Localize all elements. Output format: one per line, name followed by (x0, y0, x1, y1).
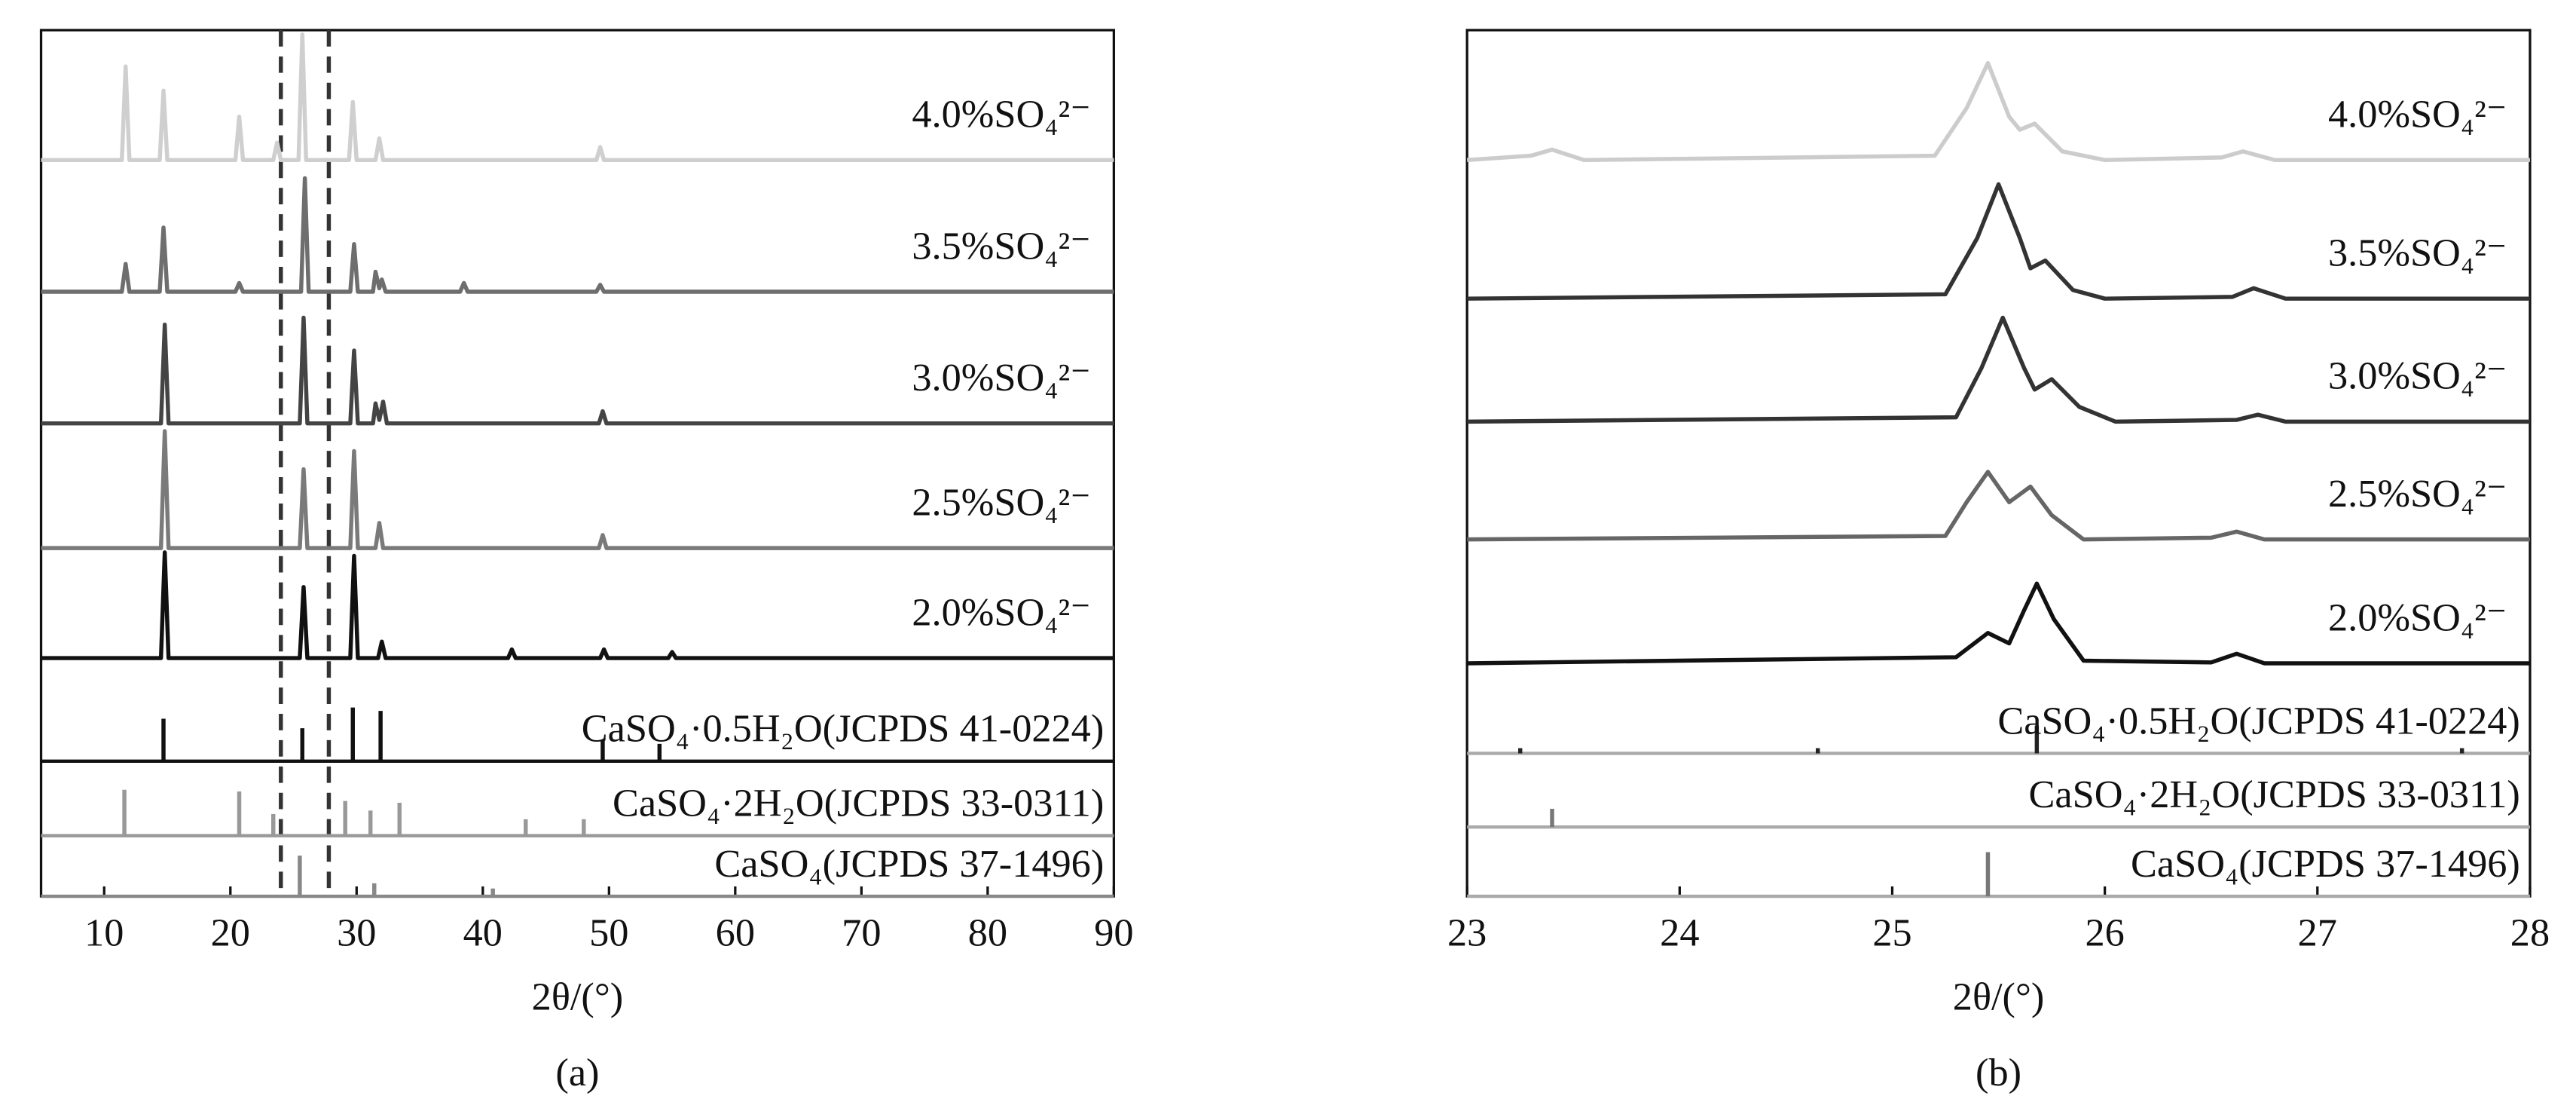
pattern-line (41, 315, 1114, 426)
x-tick-label: 60 (716, 911, 755, 954)
x-axis-label: 2θ/(°) (1953, 975, 2045, 1019)
pattern-line (1467, 581, 2530, 666)
x-tick-label: 26 (2085, 911, 2124, 954)
pattern-label: 3.0%SO₄²⁻ (2328, 354, 2507, 398)
x-tick-label: 70 (842, 911, 881, 954)
pattern-label: 2.5%SO₄²⁻ (912, 481, 1090, 525)
panel-label: (a) (555, 1051, 599, 1094)
x-tick-label: 40 (463, 911, 503, 954)
pattern-label: 3.0%SO₄²⁻ (912, 356, 1090, 399)
reference-label: CaSO₄(JCPDS 37-1496) (714, 842, 1104, 886)
x-tick-label: 20 (211, 911, 250, 954)
pattern-line (41, 550, 1114, 660)
pattern-line (1467, 470, 2530, 542)
x-tick-label: 28 (2510, 911, 2550, 954)
x-tick-label: 90 (1094, 911, 1133, 954)
pattern-line (1467, 315, 2530, 424)
pattern-line (1466, 60, 2530, 163)
pattern-label: 3.5%SO₄²⁻ (2328, 231, 2507, 275)
pattern-line (41, 429, 1114, 550)
pattern-line (1467, 182, 2530, 301)
x-tick-label: 50 (589, 911, 628, 954)
reference-label: CaSO₄·2H₂O(JCPDS 33-0311) (613, 781, 1104, 825)
x-tick-label: 27 (2298, 911, 2337, 954)
pattern-line (41, 32, 1114, 163)
pattern-label: 2.0%SO₄²⁻ (2328, 595, 2507, 639)
reference-label: CaSO₄·0.5H₂O(JCPDS 41-0224) (1997, 699, 2520, 742)
x-tick-label: 25 (1872, 911, 1911, 954)
reference-label: CaSO₄·2H₂O(JCPDS 33-0311) (2029, 773, 2520, 816)
x-tick-label: 24 (1660, 911, 1699, 954)
x-tick-label: 30 (337, 911, 376, 954)
reference-label: CaSO₄(JCPDS 37-1496) (2131, 842, 2520, 886)
x-tick-label: 10 (84, 911, 124, 954)
pattern-label: 3.5%SO₄²⁻ (912, 224, 1090, 268)
pattern-label: 2.5%SO₄²⁻ (2328, 472, 2507, 516)
pattern-line (41, 176, 1114, 294)
pattern-label: 4.0%SO₄²⁻ (912, 93, 1090, 136)
x-tick-label: 23 (1447, 911, 1487, 954)
reference-label: CaSO₄·0.5H₂O(JCPDS 41-0224) (582, 707, 1105, 751)
x-axis-label: 2θ/(°) (532, 975, 624, 1019)
pattern-label: 2.0%SO₄²⁻ (912, 590, 1090, 634)
pattern-label: 4.0%SO₄²⁻ (2328, 93, 2507, 136)
x-tick-label: 80 (968, 911, 1007, 954)
panel-label: (b) (1976, 1051, 2021, 1094)
